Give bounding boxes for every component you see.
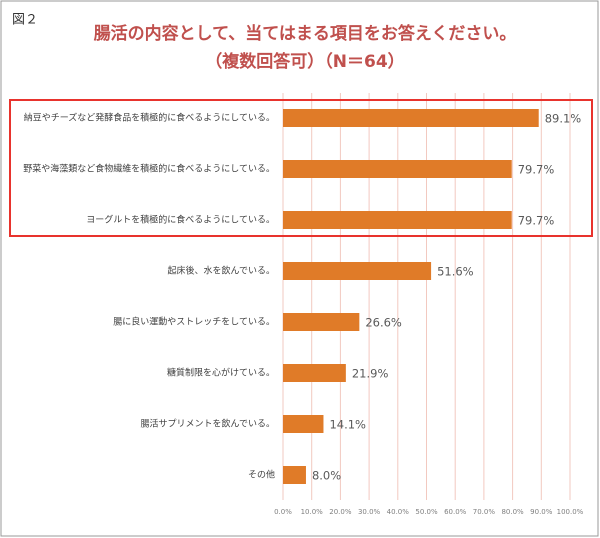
x-tick-label: 100.0% [557,508,584,516]
category-label: ヨーグルトを積極的に食べるようにしている。 [86,214,275,226]
category-label: 起床後、水を飲んでいる。 [167,265,275,277]
x-tick-label: 30.0% [358,508,381,516]
x-tick-label: 20.0% [329,508,352,516]
x-tick-label: 70.0% [473,508,496,516]
figure-label: 図２ [12,13,38,28]
category-label: 腸に良い運動やストレッチをしている。 [113,316,275,328]
x-tick-label: 80.0% [501,508,524,516]
bar [283,262,432,280]
bar [283,364,346,382]
bar [283,160,512,178]
x-tick-label: 90.0% [530,508,553,516]
value-label: 14.1% [329,418,366,432]
chart-subtitle: （複数回答可）（N＝64） [205,51,404,72]
bar [283,211,512,229]
value-label: 26.6% [365,316,402,330]
category-label: 野菜や海藻類など食物繊維を積極的に食べるようにしている。 [23,163,275,175]
bar [283,466,306,484]
category-label: 納豆やチーズなど発酵食品を積極的に食べるようにしている。 [24,112,275,124]
x-tick-label: 50.0% [415,508,438,516]
category-label: 糖質制限を心がけている。 [167,367,275,379]
category-label: その他 [248,469,275,481]
bar [283,313,360,331]
value-label: 79.7% [518,163,555,177]
x-tick-label: 60.0% [444,508,467,516]
plot: 納豆やチーズなど発酵食品を積極的に食べるようにしている。 89.1% 野菜や海藻類な… [23,109,581,484]
value-label: 8.0% [312,469,341,483]
chart-title: 腸活の内容として、当てはまる項目をお答えください。 [94,23,517,44]
x-tick-label: 0.0% [274,508,292,516]
value-label: 79.7% [518,214,555,228]
value-label: 51.6% [437,265,474,279]
value-label: 89.1% [545,112,582,126]
x-tick-label: 40.0% [387,508,410,516]
category-label: 腸活サプリメントを飲んでいる。 [140,418,275,430]
bar [283,109,539,127]
value-label: 21.9% [352,367,389,381]
bar [283,415,324,433]
highlight-box [9,99,593,237]
x-tick-label: 10.0% [301,508,324,516]
